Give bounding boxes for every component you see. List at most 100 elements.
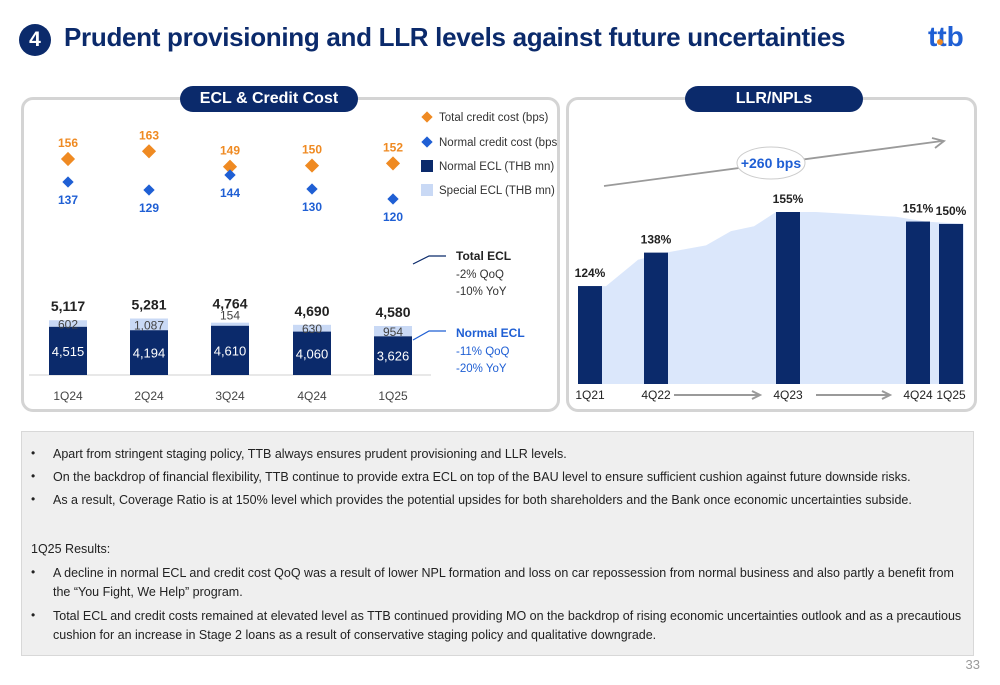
x-tick-label: 1Q21	[575, 388, 605, 402]
special-ecl-bar	[374, 325, 412, 337]
special-ecl-value: 1,087	[134, 318, 164, 332]
llr-value-label: 151%	[903, 202, 934, 216]
normal-ecl-value: 3,626	[377, 349, 410, 364]
llr-value-label: 155%	[773, 192, 804, 206]
results-heading: 1Q25 Results:	[31, 542, 111, 556]
normal-ecl-value: 4,060	[296, 346, 329, 361]
legend-marker	[421, 111, 433, 123]
normal-ecl-value: 4,194	[133, 346, 166, 361]
total-credit-cost-label: 163	[139, 128, 159, 142]
normal-credit-cost-label: 129	[139, 201, 159, 215]
total-credit-cost-label: 150	[302, 143, 322, 157]
bullet-dot: •	[31, 469, 36, 483]
total-credit-cost-label: 152	[383, 140, 403, 154]
change-bubble-text: +260 bps	[741, 155, 802, 171]
bullet-dot: •	[31, 565, 36, 579]
special-ecl-value: 954	[383, 325, 403, 339]
normal-credit-cost-label: 137	[58, 193, 78, 207]
llr-history-area	[578, 212, 964, 384]
special-ecl-value: 602	[58, 317, 78, 331]
legend-marker	[421, 136, 433, 148]
bullet-text: On the backdrop of financial flexibility…	[53, 470, 911, 484]
normal-ecl-bar	[293, 331, 331, 375]
x-tick-label: 4Q22	[641, 388, 671, 402]
total-ecl-annotation-line: -2% QoQ	[456, 269, 504, 281]
total-credit-cost-label: 156	[58, 136, 78, 150]
normal-ecl-annotation-line: -20% YoY	[456, 363, 507, 375]
bullet-text-cont: cushion for an increase in Stage 2 loans…	[53, 628, 657, 642]
ecl-credit-cost-panel	[21, 97, 560, 412]
normal-ecl-bar	[211, 325, 249, 375]
total-ecl-annotation-line: -10% YoY	[456, 286, 507, 298]
commentary-box: • Apart from stringent staging policy, T…	[21, 431, 974, 656]
llr-bar	[939, 223, 963, 384]
llr-npls-chart: 124% 1Q21 138% 4Q22 155% 4Q23 151% 4Q24 150% 1Q25…	[575, 137, 967, 402]
legend-swatch	[421, 184, 433, 196]
total-ecl-value: 5,117	[51, 298, 85, 314]
total-credit-cost-label: 149	[220, 144, 240, 158]
x-tick-label: 4Q24	[903, 388, 933, 402]
normal-ecl-bar	[49, 326, 87, 375]
bullet-text: Apart from stringent staging policy, TTB…	[53, 447, 567, 461]
x-tick-label: 1Q25	[378, 389, 408, 403]
legend-swatch	[421, 160, 433, 172]
normal-ecl-value: 4,610	[214, 343, 247, 358]
change-bubble	[736, 146, 806, 180]
special-ecl-value: 154	[220, 309, 240, 323]
total-ecl-connector	[412, 255, 446, 265]
x-tick-label: 1Q24	[53, 389, 83, 403]
ecl-credit-cost-label: ECL & Credit Cost	[180, 86, 358, 112]
timeline-arrow	[816, 390, 893, 400]
special-ecl-bar	[211, 322, 249, 326]
bullet-text: As a result, Coverage Ratio is at 150% l…	[53, 493, 912, 507]
bullet-dot: •	[31, 608, 36, 622]
total-ecl-value: 4,764	[212, 296, 247, 312]
total-credit-cost-marker	[304, 158, 320, 173]
normal-credit-cost-marker	[224, 169, 236, 181]
x-tick-label: 4Q23	[773, 388, 803, 402]
legend-label: Total credit cost (bps)	[439, 112, 548, 124]
normal-credit-cost-label: 120	[383, 210, 403, 224]
llr-value-label: 138%	[641, 233, 672, 247]
ecl-credit-cost-chart: 4,515 602 5,117 1Q24 156 137 4,194 1,087 5,281 2Q…	[29, 111, 557, 403]
ttb-logo-text: ttb	[928, 22, 964, 52]
normal-credit-cost-label: 144	[220, 186, 240, 200]
ttb-logo: ttb	[928, 21, 984, 57]
llr-bar	[578, 286, 602, 384]
total-credit-cost-marker	[385, 156, 401, 171]
x-tick-label: 1Q25	[936, 388, 966, 402]
total-ecl-value: 5,281	[131, 296, 166, 312]
llr-bar	[776, 212, 800, 384]
llr-bar	[906, 221, 930, 384]
normal-credit-cost-marker	[387, 193, 399, 205]
total-credit-cost-marker	[60, 151, 76, 167]
llr-value-label: 124%	[575, 266, 606, 280]
llr-npls-label: LLR/NPLs	[685, 86, 863, 112]
total-ecl-value: 4,580	[375, 304, 410, 320]
trend-arrow-head	[931, 137, 947, 149]
total-credit-cost-marker	[141, 144, 157, 159]
llr-value-label: 150%	[936, 204, 967, 218]
page-number: 33	[965, 657, 980, 672]
section-number-badge: 4	[19, 24, 51, 56]
normal-ecl-value: 4,515	[52, 344, 85, 359]
normal-ecl-bar	[130, 330, 168, 375]
x-tick-label: 3Q24	[215, 389, 245, 403]
total-ecl-value: 4,690	[294, 303, 329, 319]
special-ecl-bar	[130, 318, 168, 331]
x-tick-label: 4Q24	[297, 389, 327, 403]
normal-ecl-annotation-line: -11% QoQ	[456, 346, 510, 358]
bullet-text: A decline in normal ECL and credit cost …	[53, 566, 954, 580]
bullet-text-cont: the “You Fight, We Help” program.	[53, 585, 243, 599]
legend-label: Normal credit cost (bps)	[439, 137, 557, 149]
bullet-dot: •	[31, 492, 36, 506]
special-ecl-value: 630	[302, 322, 322, 336]
special-ecl-bar	[49, 320, 87, 327]
bullet-text: Total ECL and credit costs remained at e…	[53, 609, 962, 623]
page-title: Prudent provisioning and LLR levels agai…	[64, 22, 846, 52]
legend-label: Special ECL (THB mn)	[439, 185, 555, 197]
normal-ecl-bar	[374, 336, 412, 375]
special-ecl-bar	[293, 324, 331, 332]
normal-credit-cost-marker	[306, 183, 318, 195]
normal-ecl-connector	[412, 330, 446, 341]
